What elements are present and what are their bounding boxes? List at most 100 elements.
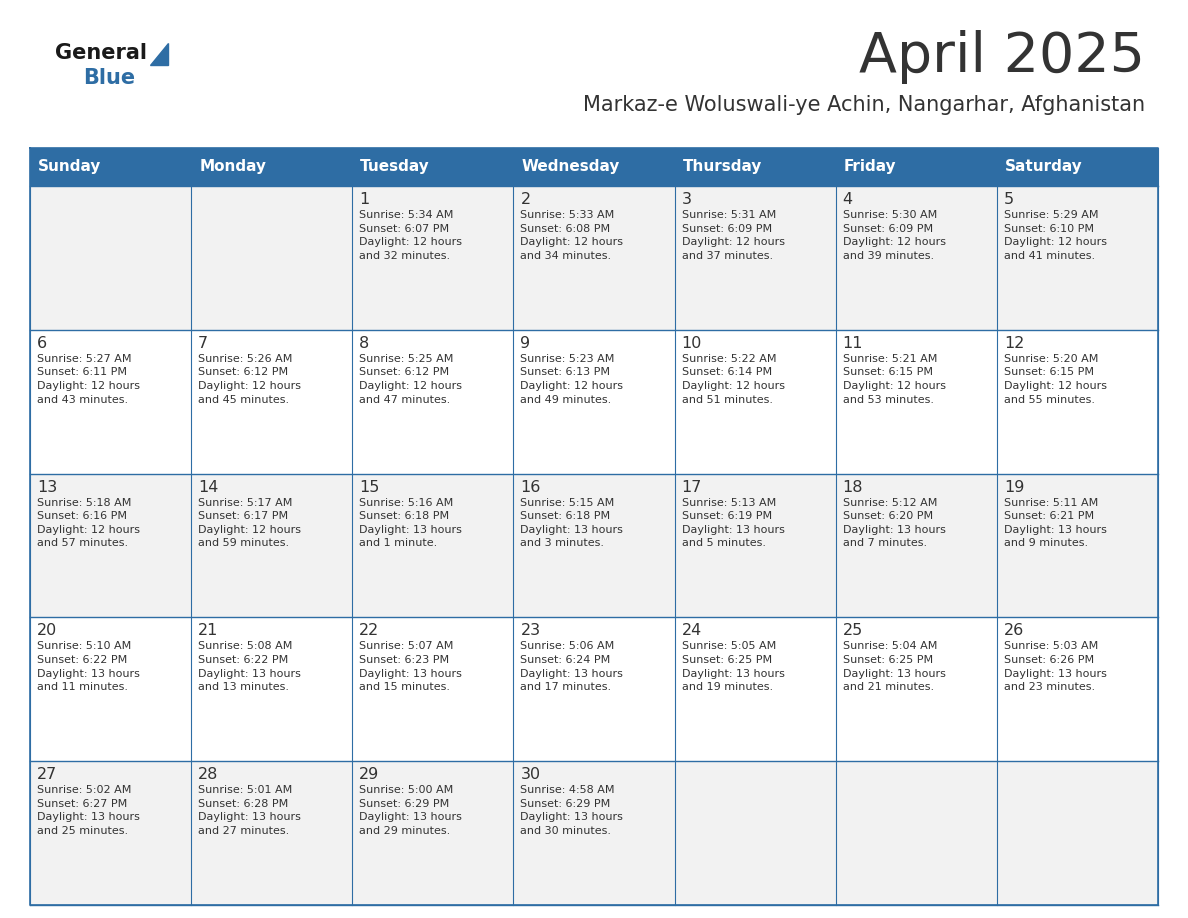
Bar bbox=[997, 186, 1158, 330]
Text: 20: 20 bbox=[37, 623, 57, 638]
Text: Sunrise: 5:21 AM
Sunset: 6:15 PM
Daylight: 12 hours
and 53 minutes.: Sunrise: 5:21 AM Sunset: 6:15 PM Dayligh… bbox=[842, 353, 946, 405]
Text: 17: 17 bbox=[682, 479, 702, 495]
Text: 21: 21 bbox=[198, 623, 219, 638]
Polygon shape bbox=[150, 43, 168, 65]
Bar bbox=[997, 330, 1158, 474]
Text: Sunrise: 5:17 AM
Sunset: 6:17 PM
Daylight: 12 hours
and 59 minutes.: Sunrise: 5:17 AM Sunset: 6:17 PM Dayligh… bbox=[198, 498, 301, 548]
Text: 13: 13 bbox=[37, 479, 57, 495]
Bar bbox=[513, 474, 675, 618]
Text: 29: 29 bbox=[359, 767, 379, 782]
Bar bbox=[675, 761, 835, 905]
Text: 23: 23 bbox=[520, 623, 541, 638]
Bar bbox=[30, 330, 191, 474]
Text: 26: 26 bbox=[1004, 623, 1024, 638]
Text: 11: 11 bbox=[842, 336, 864, 351]
Text: Sunrise: 5:00 AM
Sunset: 6:29 PM
Daylight: 13 hours
and 29 minutes.: Sunrise: 5:00 AM Sunset: 6:29 PM Dayligh… bbox=[359, 785, 462, 836]
Bar bbox=[353, 761, 513, 905]
Text: Sunrise: 5:15 AM
Sunset: 6:18 PM
Daylight: 13 hours
and 3 minutes.: Sunrise: 5:15 AM Sunset: 6:18 PM Dayligh… bbox=[520, 498, 624, 548]
Text: 6: 6 bbox=[37, 336, 48, 351]
Text: Sunrise: 5:30 AM
Sunset: 6:09 PM
Daylight: 12 hours
and 39 minutes.: Sunrise: 5:30 AM Sunset: 6:09 PM Dayligh… bbox=[842, 210, 946, 261]
Bar bbox=[30, 618, 191, 761]
Bar bbox=[513, 186, 675, 330]
Bar bbox=[675, 186, 835, 330]
Text: Friday: Friday bbox=[843, 160, 896, 174]
Text: Sunrise: 5:26 AM
Sunset: 6:12 PM
Daylight: 12 hours
and 45 minutes.: Sunrise: 5:26 AM Sunset: 6:12 PM Dayligh… bbox=[198, 353, 301, 405]
Text: Sunrise: 5:02 AM
Sunset: 6:27 PM
Daylight: 13 hours
and 25 minutes.: Sunrise: 5:02 AM Sunset: 6:27 PM Dayligh… bbox=[37, 785, 140, 836]
Text: Thursday: Thursday bbox=[683, 160, 762, 174]
Bar bbox=[353, 186, 513, 330]
Bar bbox=[675, 618, 835, 761]
Text: 3: 3 bbox=[682, 192, 691, 207]
Text: 10: 10 bbox=[682, 336, 702, 351]
Bar bbox=[835, 618, 997, 761]
Text: 18: 18 bbox=[842, 479, 864, 495]
Text: Sunrise: 5:07 AM
Sunset: 6:23 PM
Daylight: 13 hours
and 15 minutes.: Sunrise: 5:07 AM Sunset: 6:23 PM Dayligh… bbox=[359, 642, 462, 692]
Text: Sunrise: 5:11 AM
Sunset: 6:21 PM
Daylight: 13 hours
and 9 minutes.: Sunrise: 5:11 AM Sunset: 6:21 PM Dayligh… bbox=[1004, 498, 1107, 548]
Bar bbox=[191, 186, 353, 330]
Text: 30: 30 bbox=[520, 767, 541, 782]
Text: 1: 1 bbox=[359, 192, 369, 207]
Text: Saturday: Saturday bbox=[1005, 160, 1082, 174]
Text: 15: 15 bbox=[359, 479, 380, 495]
Text: 22: 22 bbox=[359, 623, 379, 638]
Bar bbox=[353, 618, 513, 761]
Text: Sunrise: 5:22 AM
Sunset: 6:14 PM
Daylight: 12 hours
and 51 minutes.: Sunrise: 5:22 AM Sunset: 6:14 PM Dayligh… bbox=[682, 353, 784, 405]
Text: Wednesday: Wednesday bbox=[522, 160, 620, 174]
Text: 16: 16 bbox=[520, 479, 541, 495]
Bar bbox=[835, 186, 997, 330]
Bar bbox=[191, 618, 353, 761]
Bar bbox=[191, 474, 353, 618]
Bar bbox=[997, 618, 1158, 761]
Text: 12: 12 bbox=[1004, 336, 1024, 351]
Bar bbox=[30, 148, 1158, 186]
Text: 7: 7 bbox=[198, 336, 208, 351]
Text: Sunrise: 5:27 AM
Sunset: 6:11 PM
Daylight: 12 hours
and 43 minutes.: Sunrise: 5:27 AM Sunset: 6:11 PM Dayligh… bbox=[37, 353, 140, 405]
Text: Sunrise: 5:08 AM
Sunset: 6:22 PM
Daylight: 13 hours
and 13 minutes.: Sunrise: 5:08 AM Sunset: 6:22 PM Dayligh… bbox=[198, 642, 301, 692]
Bar bbox=[675, 474, 835, 618]
Bar bbox=[675, 330, 835, 474]
Text: Sunrise: 5:06 AM
Sunset: 6:24 PM
Daylight: 13 hours
and 17 minutes.: Sunrise: 5:06 AM Sunset: 6:24 PM Dayligh… bbox=[520, 642, 624, 692]
Text: Sunrise: 5:16 AM
Sunset: 6:18 PM
Daylight: 13 hours
and 1 minute.: Sunrise: 5:16 AM Sunset: 6:18 PM Dayligh… bbox=[359, 498, 462, 548]
Bar bbox=[997, 474, 1158, 618]
Bar bbox=[30, 186, 191, 330]
Text: Monday: Monday bbox=[200, 160, 266, 174]
Bar bbox=[513, 761, 675, 905]
Text: Sunrise: 5:04 AM
Sunset: 6:25 PM
Daylight: 13 hours
and 21 minutes.: Sunrise: 5:04 AM Sunset: 6:25 PM Dayligh… bbox=[842, 642, 946, 692]
Text: Markaz-e Woluswali-ye Achin, Nangarhar, Afghanistan: Markaz-e Woluswali-ye Achin, Nangarhar, … bbox=[583, 95, 1145, 115]
Text: 25: 25 bbox=[842, 623, 862, 638]
Bar bbox=[30, 761, 191, 905]
Text: 5: 5 bbox=[1004, 192, 1015, 207]
Bar bbox=[30, 474, 191, 618]
Bar bbox=[191, 330, 353, 474]
Text: 9: 9 bbox=[520, 336, 531, 351]
Text: Sunrise: 5:05 AM
Sunset: 6:25 PM
Daylight: 13 hours
and 19 minutes.: Sunrise: 5:05 AM Sunset: 6:25 PM Dayligh… bbox=[682, 642, 784, 692]
Bar bbox=[835, 474, 997, 618]
Text: April 2025: April 2025 bbox=[859, 30, 1145, 84]
Text: Sunrise: 5:10 AM
Sunset: 6:22 PM
Daylight: 13 hours
and 11 minutes.: Sunrise: 5:10 AM Sunset: 6:22 PM Dayligh… bbox=[37, 642, 140, 692]
Text: Sunrise: 5:12 AM
Sunset: 6:20 PM
Daylight: 13 hours
and 7 minutes.: Sunrise: 5:12 AM Sunset: 6:20 PM Dayligh… bbox=[842, 498, 946, 548]
Text: 4: 4 bbox=[842, 192, 853, 207]
Text: 2: 2 bbox=[520, 192, 531, 207]
Text: Sunrise: 5:03 AM
Sunset: 6:26 PM
Daylight: 13 hours
and 23 minutes.: Sunrise: 5:03 AM Sunset: 6:26 PM Dayligh… bbox=[1004, 642, 1107, 692]
Bar bbox=[353, 330, 513, 474]
Text: Sunrise: 5:18 AM
Sunset: 6:16 PM
Daylight: 12 hours
and 57 minutes.: Sunrise: 5:18 AM Sunset: 6:16 PM Dayligh… bbox=[37, 498, 140, 548]
Text: Sunrise: 5:25 AM
Sunset: 6:12 PM
Daylight: 12 hours
and 47 minutes.: Sunrise: 5:25 AM Sunset: 6:12 PM Dayligh… bbox=[359, 353, 462, 405]
Text: Sunrise: 4:58 AM
Sunset: 6:29 PM
Daylight: 13 hours
and 30 minutes.: Sunrise: 4:58 AM Sunset: 6:29 PM Dayligh… bbox=[520, 785, 624, 836]
Bar bbox=[513, 330, 675, 474]
Text: Sunrise: 5:33 AM
Sunset: 6:08 PM
Daylight: 12 hours
and 34 minutes.: Sunrise: 5:33 AM Sunset: 6:08 PM Dayligh… bbox=[520, 210, 624, 261]
Bar bbox=[835, 761, 997, 905]
Text: Sunday: Sunday bbox=[38, 160, 101, 174]
Text: Sunrise: 5:01 AM
Sunset: 6:28 PM
Daylight: 13 hours
and 27 minutes.: Sunrise: 5:01 AM Sunset: 6:28 PM Dayligh… bbox=[198, 785, 301, 836]
Text: 19: 19 bbox=[1004, 479, 1024, 495]
Text: Sunrise: 5:31 AM
Sunset: 6:09 PM
Daylight: 12 hours
and 37 minutes.: Sunrise: 5:31 AM Sunset: 6:09 PM Dayligh… bbox=[682, 210, 784, 261]
Text: Blue: Blue bbox=[83, 68, 135, 88]
Bar bbox=[835, 330, 997, 474]
Text: Sunrise: 5:34 AM
Sunset: 6:07 PM
Daylight: 12 hours
and 32 minutes.: Sunrise: 5:34 AM Sunset: 6:07 PM Dayligh… bbox=[359, 210, 462, 261]
Text: 14: 14 bbox=[198, 479, 219, 495]
Bar bbox=[997, 761, 1158, 905]
Text: Sunrise: 5:20 AM
Sunset: 6:15 PM
Daylight: 12 hours
and 55 minutes.: Sunrise: 5:20 AM Sunset: 6:15 PM Dayligh… bbox=[1004, 353, 1107, 405]
Text: 28: 28 bbox=[198, 767, 219, 782]
Bar bbox=[191, 761, 353, 905]
Text: Sunrise: 5:29 AM
Sunset: 6:10 PM
Daylight: 12 hours
and 41 minutes.: Sunrise: 5:29 AM Sunset: 6:10 PM Dayligh… bbox=[1004, 210, 1107, 261]
Text: 27: 27 bbox=[37, 767, 57, 782]
